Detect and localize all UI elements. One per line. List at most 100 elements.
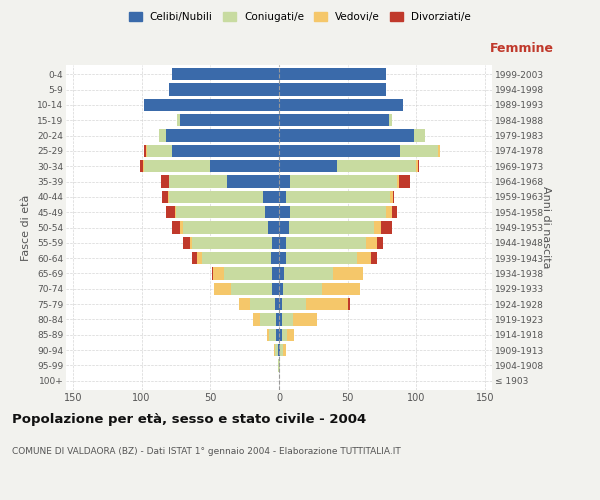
Bar [365, 236, 377, 249]
Bar [279, 144, 400, 157]
Bar [279, 252, 286, 264]
Bar [253, 313, 260, 326]
Bar [276, 328, 279, 341]
Bar [172, 68, 279, 80]
Bar [213, 267, 224, 280]
Bar [389, 114, 392, 126]
Text: Femmine: Femmine [490, 42, 554, 55]
Bar [178, 114, 180, 126]
Bar [380, 221, 392, 234]
Bar [337, 160, 416, 172]
Bar [263, 190, 279, 203]
Bar [279, 344, 280, 356]
Bar [275, 298, 279, 310]
Bar [391, 190, 393, 203]
Bar [279, 190, 286, 203]
Bar [279, 328, 282, 341]
Bar [400, 144, 439, 157]
Bar [279, 83, 386, 96]
Bar [160, 129, 166, 142]
Bar [169, 83, 279, 96]
Bar [140, 160, 143, 172]
Bar [145, 160, 210, 172]
Bar [161, 175, 169, 188]
Y-axis label: Fasce di età: Fasce di età [22, 194, 31, 260]
Bar [371, 252, 377, 264]
Bar [392, 206, 397, 218]
Bar [279, 98, 403, 111]
Bar [212, 267, 213, 280]
Bar [172, 144, 279, 157]
Bar [279, 68, 386, 80]
Bar [278, 359, 279, 372]
Bar [413, 129, 425, 142]
Bar [272, 267, 279, 280]
Bar [146, 144, 147, 157]
Bar [210, 160, 279, 172]
Bar [172, 221, 180, 234]
Bar [279, 267, 284, 280]
Bar [398, 175, 410, 188]
Bar [290, 175, 397, 188]
Bar [180, 114, 279, 126]
Bar [332, 267, 363, 280]
Bar [279, 313, 282, 326]
Bar [176, 206, 265, 218]
Bar [166, 206, 175, 218]
Text: COMUNE DI VALDAORA (BZ) - Dati ISTAT 1° gennaio 2004 - Elaborazione TUTTITALIA.I: COMUNE DI VALDAORA (BZ) - Dati ISTAT 1° … [12, 448, 401, 456]
Bar [279, 129, 413, 142]
Bar [227, 175, 279, 188]
Bar [397, 175, 398, 188]
Bar [190, 236, 193, 249]
Bar [348, 298, 350, 310]
Bar [374, 221, 380, 234]
Bar [193, 252, 197, 264]
Bar [269, 328, 276, 341]
Bar [393, 190, 394, 203]
Bar [283, 282, 322, 295]
Bar [231, 282, 272, 295]
Bar [416, 160, 418, 172]
Bar [169, 175, 227, 188]
Bar [272, 236, 279, 249]
Bar [193, 236, 272, 249]
Bar [278, 344, 279, 356]
Bar [275, 344, 278, 356]
Bar [214, 282, 231, 295]
Bar [260, 313, 276, 326]
Bar [274, 344, 275, 356]
Bar [282, 298, 307, 310]
Bar [145, 98, 279, 111]
Bar [279, 206, 290, 218]
Text: Popolazione per età, sesso e stato civile - 2004: Popolazione per età, sesso e stato civil… [12, 412, 366, 426]
Bar [169, 190, 263, 203]
Bar [280, 344, 283, 356]
Bar [279, 298, 282, 310]
Bar [143, 160, 145, 172]
Bar [145, 144, 146, 157]
Bar [284, 267, 332, 280]
Bar [279, 175, 290, 188]
Bar [282, 328, 287, 341]
Bar [386, 206, 392, 218]
Legend: Celibi/Nubili, Coniugati/e, Vedovi/e, Divorziati/e: Celibi/Nubili, Coniugati/e, Vedovi/e, Di… [125, 8, 475, 26]
Bar [279, 114, 389, 126]
Bar [202, 252, 271, 264]
Bar [162, 190, 167, 203]
Bar [250, 298, 275, 310]
Bar [418, 160, 419, 172]
Bar [266, 328, 269, 341]
Bar [265, 206, 279, 218]
Bar [272, 282, 279, 295]
Bar [167, 190, 169, 203]
Bar [183, 221, 268, 234]
Bar [439, 144, 440, 157]
Bar [286, 236, 365, 249]
Bar [180, 221, 183, 234]
Bar [282, 313, 293, 326]
Bar [279, 359, 280, 372]
Bar [279, 221, 289, 234]
Bar [286, 190, 391, 203]
Bar [289, 221, 374, 234]
Bar [290, 206, 386, 218]
